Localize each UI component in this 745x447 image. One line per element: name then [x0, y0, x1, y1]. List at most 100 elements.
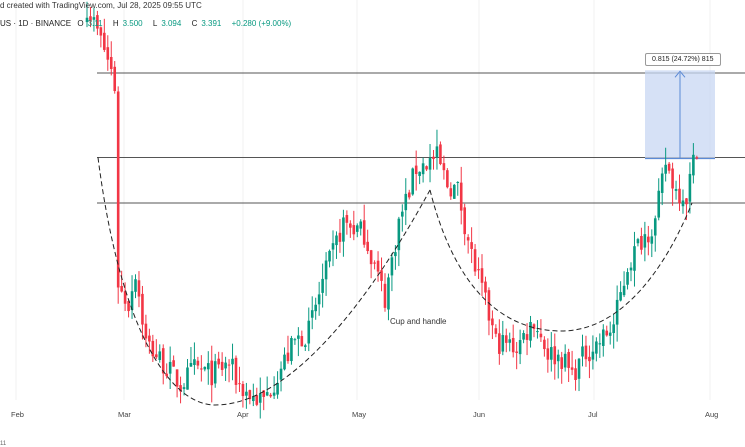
candle-body-122 [508, 339, 512, 343]
candle-body-26 [175, 369, 179, 387]
candle-body-71 [331, 243, 335, 250]
candle-body-92 [404, 193, 408, 211]
candle-body-138 [563, 353, 567, 368]
candle-body-104 [446, 170, 449, 188]
candle-body-94 [411, 168, 415, 195]
ohlc-close: C 3.391 [191, 19, 222, 28]
candle-body-110 [466, 237, 470, 241]
grid-lines [15, 0, 711, 400]
candle-body-157 [629, 267, 633, 271]
candle-body-167 [664, 164, 667, 174]
candle-body-152 [612, 324, 615, 334]
candle-body-175 [692, 154, 695, 176]
candle-body-137 [560, 357, 564, 369]
candle-body-126 [522, 333, 525, 340]
candle-body-90 [397, 218, 401, 251]
candle-body-43 [234, 357, 238, 385]
candle-body-70 [328, 250, 331, 262]
candle-body-109 [463, 207, 466, 235]
candle-body-153 [615, 299, 619, 325]
candle-body-69 [324, 260, 328, 280]
candle-body-12 [127, 301, 130, 312]
candle-body-42 [231, 358, 234, 365]
candle-body-144 [584, 345, 588, 360]
candle-body-10 [120, 286, 123, 292]
candle-body-36 [210, 360, 214, 386]
candle-body-51 [262, 390, 266, 397]
candle-body-115 [484, 281, 487, 293]
candle-body-41 [227, 364, 231, 366]
candle-body-82 [369, 250, 373, 265]
cup-and-handle-curve [97, 157, 693, 406]
x-tick-apr: Apr [237, 410, 249, 419]
candle-body-58 [286, 352, 290, 362]
candle-body-101 [435, 146, 439, 158]
candle-body-160 [640, 235, 643, 250]
candle-body-13 [130, 291, 134, 310]
candle-body-108 [459, 182, 463, 211]
candle-body-103 [442, 163, 446, 171]
candle-body-169 [671, 168, 674, 189]
candle-body-162 [647, 236, 650, 243]
x-tick-feb: Feb [11, 410, 24, 419]
candle-body-29 [186, 367, 189, 390]
candle-body-143 [581, 346, 584, 357]
candle-body-53 [269, 394, 272, 397]
ohlc-low: L 3.094 [152, 19, 182, 28]
candle-body-52 [265, 392, 269, 396]
pattern-annotation: Cup and handle [390, 317, 447, 326]
candle-body-14 [134, 279, 137, 292]
candle-body-7 [109, 57, 113, 69]
candle-body-171 [678, 188, 681, 204]
candle-body-141 [574, 368, 577, 380]
candle-body-64 [307, 320, 311, 344]
candle-body-46 [245, 391, 248, 396]
candle-body-5 [103, 32, 106, 50]
candle-body-32 [196, 360, 200, 366]
candle-body-166 [660, 173, 664, 193]
candle-body-89 [394, 252, 397, 257]
candle-body-30 [189, 362, 193, 367]
footer-mark: 11 [0, 441, 7, 447]
candle-body-163 [650, 236, 654, 244]
candle-body-60 [293, 339, 297, 341]
horizontal-levels [97, 72, 745, 204]
candle-body-49 [255, 395, 259, 405]
candle-body-3 [96, 15, 99, 29]
candle-body-129 [532, 324, 536, 329]
candle-body-147 [595, 341, 598, 354]
candle-body-40 [224, 362, 227, 369]
candle-body-172 [681, 200, 685, 207]
candle-body-112 [473, 249, 477, 272]
candles [85, 1, 699, 419]
candle-body-136 [556, 354, 560, 362]
candle-body-156 [626, 272, 629, 285]
candle-body-83 [373, 262, 376, 264]
ohlc-change: +0.280 (+9.00%) [231, 19, 292, 28]
candle-body-88 [390, 257, 394, 276]
candle-body-105 [449, 188, 453, 197]
candle-body-38 [217, 358, 220, 365]
candle-body-28 [182, 387, 186, 389]
candle-body-133 [546, 348, 550, 360]
candle-body-127 [525, 334, 529, 340]
candle-body-79 [359, 221, 363, 229]
candle-body-128 [529, 321, 532, 341]
candle-body-99 [428, 158, 432, 170]
candle-body-44 [238, 383, 241, 385]
x-tick-aug: Aug [705, 410, 719, 419]
candle-body-65 [310, 310, 314, 318]
candle-body-176 [695, 157, 699, 159]
candle-body-95 [414, 165, 418, 175]
candle-body-165 [657, 190, 661, 218]
candle-body-25 [172, 360, 175, 367]
candle-body-24 [168, 361, 172, 374]
candle-body-173 [685, 198, 688, 205]
candle-body-2 [92, 17, 96, 20]
candle-body-8 [113, 66, 117, 92]
candle-body-0 [85, 17, 89, 23]
candle-body-22 [161, 348, 165, 374]
candle-body-9 [116, 91, 120, 288]
